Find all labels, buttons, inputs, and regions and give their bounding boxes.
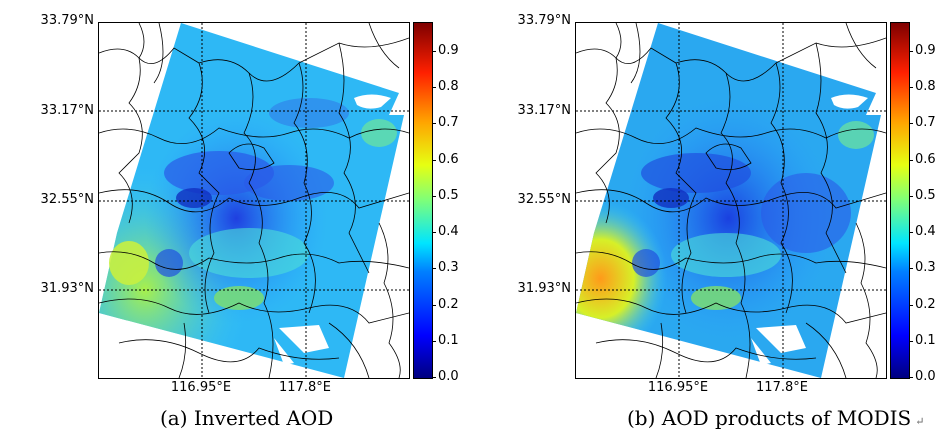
lat-label: 32.55°N [40,192,94,207]
colorbar-tick [432,377,436,378]
colorbar-tick-label: 0.7 [915,115,936,130]
colorbar-tick [909,232,913,233]
colorbar-tick [432,305,436,306]
colorbar-tick-label: 0.0 [438,369,459,384]
colorbar-tick [432,341,436,342]
colorbar-tick [432,51,436,52]
colorbar-tick-label: 0.1 [915,333,936,348]
panel-caption: (b) AOD products of MODIS ↵ [627,406,925,430]
colorbar-tick [909,160,913,161]
colorbar-tick [432,160,436,161]
colorbar-tick [909,51,913,52]
colorbar [413,22,433,379]
graticule [99,23,409,378]
colorbar-tick-label: 0.6 [915,152,936,167]
lon-label: 116.95°E [170,380,232,395]
colorbar-tick [432,232,436,233]
colorbar-tick-label: 0.2 [438,297,459,312]
colorbar-tick-label: 0.9 [438,43,459,58]
colorbar-tick-label: 0.9 [915,43,936,58]
lat-label: 32.55°N [517,192,571,207]
lat-label: 31.93°N [40,281,94,296]
county-borders [99,23,409,378]
map-frame [575,22,887,379]
panel-inverted-aod: 33.79°N 33.17°N 32.55°N 31.93°N 116.95°E… [0,0,474,439]
graticule [576,23,886,378]
colorbar-tick-label: 0.8 [438,79,459,94]
colorbar-tick [432,123,436,124]
colorbar-tick [909,123,913,124]
colorbar-tick-label: 0.0 [915,369,936,384]
colorbar-tick-label: 0.8 [915,79,936,94]
colorbar-tick [432,196,436,197]
colorbar-tick [432,87,436,88]
lon-label: 117.8°E [756,380,808,395]
colorbar-tick [909,341,913,342]
return-mark: ↵ [915,415,925,428]
colorbar-tick-label: 0.4 [915,224,936,239]
colorbar-tick-label: 0.7 [438,115,459,130]
colorbar-tick-label: 0.3 [438,260,459,275]
panel-modis-aod: 33.79°N 33.17°N 32.55°N 31.93°N 116.95°E… [474,0,949,439]
colorbar-tick-label: 0.5 [438,188,459,203]
colorbar-tick [909,268,913,269]
aod-map [576,23,886,378]
lat-label: 33.17°N [40,103,94,118]
colorbar [890,22,910,379]
lat-label: 31.93°N [517,281,571,296]
colorbar-tick [909,87,913,88]
panel-caption: (a) Inverted AOD [160,406,334,430]
lon-label: 117.8°E [279,380,331,395]
colorbar-tick [909,196,913,197]
lat-label: 33.79°N [517,13,571,28]
colorbar-tick-label: 0.2 [915,297,936,312]
colorbar-tick [909,305,913,306]
lat-label: 33.17°N [517,103,571,118]
colorbar-tick-label: 0.6 [438,152,459,167]
lon-label: 116.95°E [647,380,709,395]
colorbar-tick-label: 0.4 [438,224,459,239]
aod-map [99,23,409,378]
map-frame [98,22,410,379]
colorbar-tick [432,268,436,269]
colorbar-tick [909,377,913,378]
colorbar-tick-label: 0.1 [438,333,459,348]
county-borders [576,23,886,378]
colorbar-tick-label: 0.3 [915,260,936,275]
colorbar-tick-label: 0.5 [915,188,936,203]
lat-label: 33.79°N [40,13,94,28]
